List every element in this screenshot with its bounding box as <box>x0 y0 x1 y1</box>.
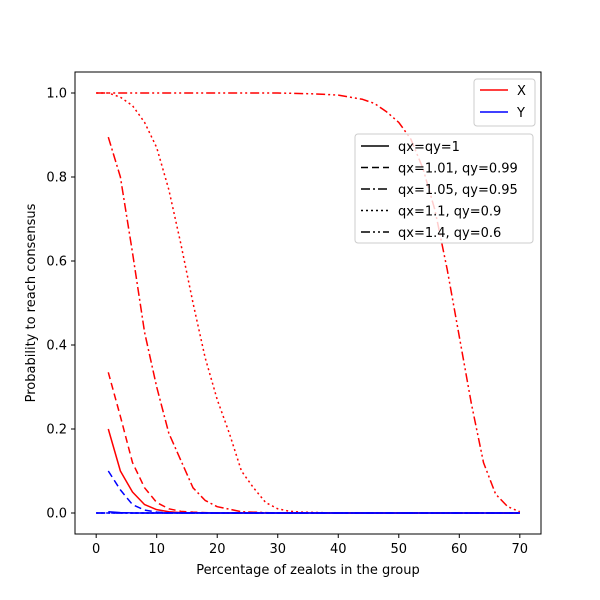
legend-style: qx=qy=1 qx=1.01, qy=0.99 qx=1.05, qy=0.95 q… <box>354 133 534 244</box>
legend-style-box <box>354 133 534 244</box>
axes-layer: 0 10 20 30 40 50 60 70 0.0 0.2 0.4 0.6 0.8 1.0 <box>46 71 542 557</box>
legend-color: XY <box>473 78 536 127</box>
legend-style-label: qx=1.1, qy=0.9 <box>398 205 501 220</box>
y-tick-label: 0.4 <box>46 339 67 354</box>
x-tick-label: 0 <box>92 542 100 557</box>
x-tick-label: 50 <box>391 542 408 557</box>
y-tick-label: 1.0 <box>46 87 67 102</box>
x-tick-label: 30 <box>269 542 286 557</box>
legend-label-x: X <box>517 84 526 99</box>
x-tick-label: 60 <box>451 542 468 557</box>
x-tick-label: 20 <box>209 542 226 557</box>
y-tick-label: 0.6 <box>46 255 67 270</box>
series-line-x-dashdotdot <box>96 92 521 513</box>
y-tick-label: 0.0 <box>46 507 67 522</box>
legend-style-label: qx=1.01, qy=0.99 <box>398 162 518 177</box>
series-group <box>96 92 521 514</box>
legend-style-label: qx=qy=1 <box>398 140 460 155</box>
series-line-x-dotted <box>96 92 520 514</box>
y-tick-label: 0.2 <box>46 423 67 438</box>
legend-style-label: qx=1.4, qy=0.6 <box>398 226 501 241</box>
legend-style-label: qx=1.05, qy=0.95 <box>398 183 518 198</box>
x-tick-label: 40 <box>330 542 347 557</box>
legend-label-y: Y <box>516 106 525 121</box>
plot-frame <box>74 71 542 535</box>
y-axis-label: Probability to reach consensus <box>24 203 39 402</box>
x-tick-label: 10 <box>148 542 165 557</box>
series-layer <box>96 92 521 514</box>
x-axis-label: Percentage of zealots in the group <box>196 563 420 578</box>
y-tick-label: 0.8 <box>46 171 67 186</box>
x-tick-label: 70 <box>512 542 529 557</box>
